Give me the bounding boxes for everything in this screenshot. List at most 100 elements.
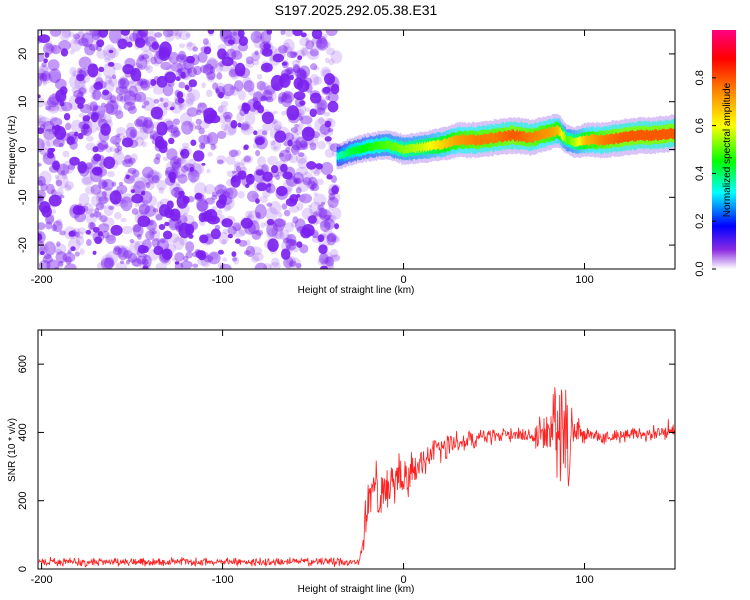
noise-blob [65, 256, 72, 265]
noise-blob [74, 231, 80, 238]
ridge-segment [639, 129, 641, 141]
ridge-segment [593, 134, 596, 144]
noise-blob [144, 36, 157, 47]
ridge-segment [474, 135, 477, 146]
ridge-segment [349, 147, 351, 155]
noise-blob [292, 216, 299, 224]
noise-blob [166, 148, 178, 161]
noise-blob [185, 241, 195, 253]
noise-blob [175, 76, 181, 82]
noise-blob [156, 238, 170, 252]
noise-blob [216, 130, 227, 140]
noise-blob [142, 199, 150, 207]
noise-blob [188, 123, 196, 132]
noise-blob [165, 33, 175, 42]
noise-blob [81, 175, 94, 186]
noise-blob [70, 246, 76, 252]
spectrogram-x-tick-label: -100 [212, 274, 234, 286]
noise-blob [123, 175, 135, 184]
noise-blob [271, 257, 280, 267]
noise-blob [128, 85, 138, 97]
noise-blob [45, 40, 53, 49]
noise-blob [47, 147, 54, 155]
noise-blob [128, 130, 136, 139]
noise-blob [188, 168, 198, 179]
noise-blob [153, 98, 160, 104]
noise-blob [202, 109, 213, 117]
ridge-segment [543, 128, 545, 139]
noise-blob [255, 169, 264, 176]
noise-blob [299, 100, 306, 106]
noise-blob [309, 48, 319, 57]
noise-blob [98, 196, 109, 205]
ridge-segment [384, 140, 387, 150]
noise-blob [326, 232, 337, 243]
noise-blob [222, 111, 233, 120]
noise-blob [77, 30, 85, 39]
noise-blob [279, 229, 290, 241]
ridge-segment [488, 133, 491, 144]
noise-blob [187, 158, 197, 167]
noise-blob [224, 187, 234, 196]
ridge-segment [443, 139, 445, 149]
noise-blob [309, 142, 317, 151]
ridge-segment [640, 129, 643, 140]
snr-y-tick-label: 400 [17, 423, 29, 441]
noise-blob [143, 117, 153, 129]
noise-blob [138, 78, 148, 86]
ridge-segment [622, 131, 625, 142]
noise-blob [300, 227, 312, 239]
noise-blob [249, 246, 263, 256]
ridge-segment [340, 151, 342, 159]
noise-blob [323, 214, 331, 221]
noise-blob [60, 101, 73, 112]
ridge-segment [530, 132, 532, 143]
noise-blob [103, 57, 111, 63]
ridge-segment [429, 140, 431, 150]
noise-blob [198, 127, 205, 135]
noise-blob [187, 169, 200, 183]
noise-blob [136, 116, 148, 128]
noise-blob [38, 194, 44, 202]
noise-blob [113, 245, 121, 252]
noise-blob [238, 67, 251, 79]
noise-blob [310, 92, 322, 104]
noise-blob [178, 190, 185, 196]
noise-blob [331, 185, 339, 195]
ridge-segment [344, 150, 346, 159]
noise-blob [77, 161, 87, 174]
noise-blob [262, 171, 273, 182]
noise-blob [127, 167, 137, 174]
noise-blob [186, 68, 192, 74]
noise-blob [82, 176, 93, 185]
noise-blob [181, 142, 190, 149]
spectrogram-x-tick-label: 100 [575, 274, 593, 286]
noise-blob [204, 209, 218, 222]
noise-blob [183, 255, 189, 262]
noise-blob [145, 182, 151, 188]
noise-blob [38, 229, 42, 237]
ridge-segment [638, 130, 640, 141]
noise-blob [64, 184, 72, 192]
noise-blob [320, 161, 334, 176]
noise-blob [176, 91, 184, 99]
noise-blob [187, 121, 195, 128]
noise-blob [324, 256, 335, 267]
noise-blob [74, 96, 86, 105]
noise-blob [164, 170, 171, 177]
noise-blob [92, 89, 102, 101]
noise-blob [260, 108, 271, 119]
noise-blob [303, 127, 315, 137]
noise-blob [163, 258, 172, 266]
noise-blob [318, 244, 328, 255]
noise-blob [260, 93, 267, 100]
noise-blob [45, 214, 55, 225]
noise-blob [279, 152, 285, 158]
ridge-segment [356, 145, 359, 154]
ridge-segment [658, 129, 660, 140]
noise-blob [43, 42, 54, 56]
noise-blob [317, 258, 325, 266]
noise-blob [252, 91, 263, 104]
noise-blob [52, 220, 63, 233]
noise-blob [238, 42, 249, 52]
